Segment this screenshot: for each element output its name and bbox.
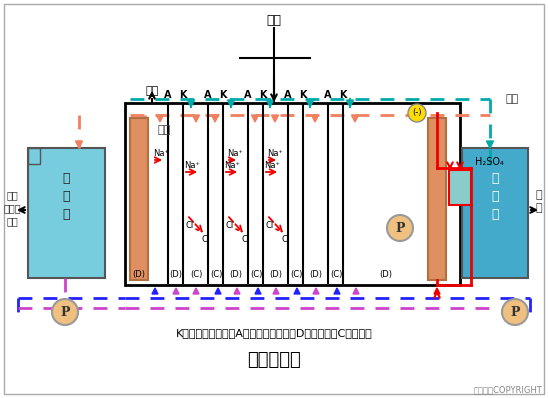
Polygon shape <box>157 115 163 122</box>
Text: (C): (C) <box>290 271 302 279</box>
Polygon shape <box>187 100 195 107</box>
Text: (C): (C) <box>210 271 222 279</box>
Text: 池: 池 <box>62 207 70 220</box>
Text: 原水: 原水 <box>266 14 282 27</box>
Text: (D): (D) <box>380 271 392 279</box>
Text: (C): (C) <box>330 271 342 279</box>
Text: 淡: 淡 <box>62 172 70 185</box>
Text: A: A <box>244 90 252 100</box>
Polygon shape <box>313 288 319 294</box>
Polygon shape <box>273 288 279 294</box>
Text: 东方仿真COPYRIGHT: 东方仿真COPYRIGHT <box>473 386 542 394</box>
Bar <box>428 118 446 280</box>
Bar <box>449 170 471 205</box>
Text: A: A <box>204 90 212 100</box>
Text: Cl: Cl <box>186 220 194 230</box>
Text: Cl: Cl <box>202 236 210 244</box>
Text: 淡水: 淡水 <box>158 125 171 135</box>
Circle shape <box>408 104 426 122</box>
Text: Na⁺: Na⁺ <box>224 160 240 170</box>
Text: (D): (D) <box>169 271 182 279</box>
Text: 淡水: 淡水 <box>6 190 18 200</box>
Text: 浓水: 浓水 <box>505 94 518 104</box>
Text: Cl: Cl <box>226 220 234 230</box>
Circle shape <box>387 215 413 241</box>
Text: (D): (D) <box>310 271 323 279</box>
Text: K: K <box>179 90 187 100</box>
Polygon shape <box>192 115 199 122</box>
Text: Cl: Cl <box>266 220 274 230</box>
Text: 水）: 水） <box>6 216 18 226</box>
Text: P: P <box>60 306 70 318</box>
Bar <box>28 148 40 164</box>
Text: A: A <box>284 90 292 100</box>
Circle shape <box>52 299 78 325</box>
Text: Na⁺: Na⁺ <box>227 148 243 158</box>
Text: 排出: 排出 <box>145 86 158 96</box>
Polygon shape <box>311 115 318 122</box>
Polygon shape <box>173 288 179 294</box>
Bar <box>130 118 148 280</box>
Bar <box>125 103 460 285</box>
Polygon shape <box>351 115 358 122</box>
Polygon shape <box>294 288 300 294</box>
Text: 池: 池 <box>491 207 499 220</box>
Text: Na⁺: Na⁺ <box>264 160 280 170</box>
Polygon shape <box>227 100 235 107</box>
Polygon shape <box>234 288 240 294</box>
Text: 电渗析装置: 电渗析装置 <box>247 351 301 369</box>
Polygon shape <box>434 288 440 294</box>
Polygon shape <box>334 288 340 294</box>
Text: 浓: 浓 <box>491 172 499 185</box>
Bar <box>462 148 528 278</box>
Text: P: P <box>395 222 405 234</box>
Polygon shape <box>152 288 158 294</box>
Text: Cl: Cl <box>242 236 250 244</box>
Text: Na⁺: Na⁺ <box>267 148 283 158</box>
Polygon shape <box>353 288 359 294</box>
Text: A: A <box>164 90 172 100</box>
Text: （生产: （生产 <box>3 203 21 213</box>
Text: (C): (C) <box>250 271 262 279</box>
Text: Na⁺: Na⁺ <box>184 160 200 170</box>
Text: (-): (-) <box>412 109 422 117</box>
Text: 水: 水 <box>536 203 543 213</box>
Text: 水: 水 <box>62 189 70 203</box>
Text: K: K <box>259 90 267 100</box>
Text: Na⁺: Na⁺ <box>153 148 169 158</box>
Polygon shape <box>212 115 219 122</box>
Bar <box>28 148 105 278</box>
Polygon shape <box>255 288 261 294</box>
Text: A: A <box>324 90 332 100</box>
Text: H₂SO₄: H₂SO₄ <box>475 157 504 167</box>
Text: 水: 水 <box>491 189 499 203</box>
Text: K－阳离子交换膜；A－阴离子交换膜；D－淡水室；C－浓水室: K－阳离子交换膜；A－阴离子交换膜；D－淡水室；C－浓水室 <box>175 328 373 338</box>
Polygon shape <box>271 115 278 122</box>
Text: K: K <box>299 90 307 100</box>
Polygon shape <box>76 141 83 148</box>
Text: (D): (D) <box>270 271 283 279</box>
Text: (C): (C) <box>190 271 202 279</box>
Polygon shape <box>306 100 313 107</box>
Text: K: K <box>339 90 347 100</box>
Polygon shape <box>346 100 353 107</box>
Text: P: P <box>510 306 520 318</box>
Text: (D): (D) <box>230 271 243 279</box>
Circle shape <box>502 299 528 325</box>
Text: K: K <box>219 90 227 100</box>
Polygon shape <box>193 288 199 294</box>
Text: 浓: 浓 <box>536 190 543 200</box>
Text: Cl: Cl <box>282 236 290 244</box>
Polygon shape <box>215 288 221 294</box>
Text: (D): (D) <box>133 271 146 279</box>
Polygon shape <box>487 141 494 148</box>
Polygon shape <box>266 100 273 107</box>
Polygon shape <box>252 115 259 122</box>
